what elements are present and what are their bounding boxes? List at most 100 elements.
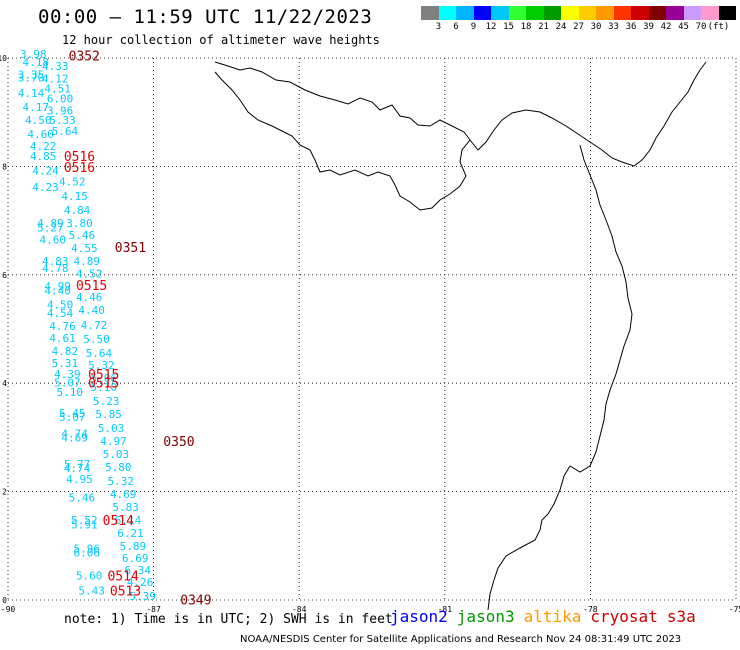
color-swatch	[631, 6, 649, 20]
wave-height-label: 4.17	[23, 101, 49, 114]
chart-subtitle: 12 hour collection of altimeter wave hei…	[62, 33, 380, 47]
wave-height-label: 5.46	[69, 491, 96, 504]
pass-time-label: 0515	[88, 377, 119, 392]
color-legend-label: 27	[573, 22, 584, 32]
wave-height-label: 3.80	[66, 217, 93, 230]
wave-height-label: 4.69	[61, 432, 88, 445]
x-tick-label: -78	[583, 605, 598, 614]
axis-ticks: -90 -87 -84 -81 -78 -75 0 2 4 6 8 10	[0, 54, 740, 614]
pass-time-label: 0513	[110, 585, 141, 600]
color-swatch	[526, 6, 544, 20]
wave-height-label: 4.40	[78, 304, 105, 317]
mission-legend-item: cryosat	[590, 607, 658, 626]
wave-height-label: 4.84	[64, 204, 91, 217]
wave-height-label: 6.21	[117, 527, 144, 540]
pass-time-label: 0514	[103, 514, 134, 529]
wave-height-label: 5.64	[52, 125, 79, 138]
pass-time-label: 0349	[180, 593, 211, 608]
y-tick-label: 10	[0, 54, 7, 63]
wave-height-label: 4.61	[49, 332, 76, 345]
wave-height-label: 5.27	[37, 221, 64, 234]
wave-height-label: 4.12	[42, 72, 68, 85]
y-tick-label: 6	[2, 271, 7, 280]
pass-time-label: 0515	[76, 279, 107, 294]
color-swatch	[561, 6, 579, 20]
pass-time-label: 0350	[163, 435, 194, 450]
mission-legend: jason2 jason3 altika cryosat s3a	[390, 607, 705, 626]
wave-height-label: 5.64	[86, 347, 113, 360]
wave-height-label: 4.99	[44, 280, 71, 293]
wave-height-label: 3.35	[18, 69, 44, 82]
mission-legend-item: jason2	[390, 607, 448, 626]
wave-height-label: 5.10	[91, 381, 118, 394]
wave-height-label: 5.60	[76, 569, 103, 582]
color-legend-label: 6	[453, 22, 459, 32]
wave-height-label: 4.82	[52, 345, 79, 358]
wave-height-label: 5.06	[91, 372, 118, 385]
wave-height-label: 4.39	[54, 368, 81, 381]
x-tick-label: -81	[438, 605, 453, 614]
wave-height-label: 4.83	[42, 255, 68, 268]
wave-height-label: 3.96	[47, 104, 74, 117]
wave-height-label: 5.96	[74, 542, 101, 555]
color-legend-label: 33	[608, 22, 619, 32]
wave-height-label: 4.89	[74, 255, 101, 268]
wave-height-label: 4.95	[66, 473, 93, 486]
y-tick-label: 8	[2, 162, 7, 171]
color-swatch	[578, 6, 596, 20]
pass-time-label: 0352	[69, 50, 100, 65]
wave-height-label: 6.69	[122, 552, 149, 565]
color-legend-label: 15	[503, 22, 514, 32]
color-legend-label: 9	[470, 22, 477, 32]
wave-height-label: 4.69	[110, 488, 137, 501]
color-legend-label: (ft)	[707, 22, 730, 32]
color-swatch	[648, 6, 666, 20]
y-tick-label: 0	[2, 596, 7, 605]
wave-height-label: 4.15	[61, 190, 88, 203]
wave-height-label: 5.03	[103, 448, 130, 461]
color-swatch	[666, 6, 684, 20]
wave-height-label: 5.03	[98, 422, 125, 435]
wave-height-label: 4.60	[27, 128, 54, 141]
wave-height-label: 5.39	[129, 590, 156, 603]
color-swatch	[438, 6, 456, 20]
wave-height-label: 5.46	[69, 229, 96, 242]
wave-height-label: 4.22	[30, 140, 57, 153]
y-tick-label: 2	[2, 488, 7, 497]
x-tick-label: -75	[729, 605, 740, 614]
wave-height-labels: 3.984.184.333.353.704.124.514.14 6.004.17…	[18, 48, 156, 603]
pass-time-label: 0351	[115, 241, 146, 256]
pass-time-label: 0516	[64, 150, 95, 165]
wave-height-label: 3.98	[20, 48, 46, 61]
wave-height-label: 5.50	[83, 333, 110, 346]
wave-height-label: 4.74	[61, 427, 88, 440]
color-swatch	[491, 6, 509, 20]
color-swatch	[613, 6, 631, 20]
wave-height-label: 6.00	[47, 92, 74, 105]
color-legend-label: 70	[695, 22, 707, 32]
wave-height-label: 4.78	[42, 262, 68, 275]
pass-time-labels: 0352051605160351051505150515035005140514…	[64, 50, 212, 609]
wave-height-label: 4.60	[40, 233, 66, 246]
color-swatch	[421, 6, 439, 20]
wave-height-label: 4.55	[71, 242, 98, 255]
wave-height-label: 4.23	[32, 181, 59, 194]
wave-height-label: 4.50	[25, 114, 51, 127]
wave-height-label: 4.54	[47, 307, 74, 320]
wave-height-label: 5.45	[59, 407, 86, 420]
wave-height-label: 5.32	[88, 359, 115, 372]
color-swatch	[596, 6, 614, 20]
color-swatch	[701, 6, 719, 20]
wave-height-label: 5.89	[120, 540, 147, 553]
color-swatch	[718, 6, 736, 20]
mission-legend-item: jason3	[456, 607, 515, 626]
mission-legend-item: altika	[523, 607, 582, 626]
wave-height-label: 4.18	[23, 56, 49, 69]
color-legend-label: 36	[625, 22, 637, 32]
y-tick-label: 4	[2, 379, 7, 388]
wave-height-label: 4.51	[44, 83, 71, 96]
x-tick-label: -87	[146, 605, 161, 614]
color-swatch	[456, 6, 474, 20]
wave-height-label: 5.07	[59, 411, 86, 424]
